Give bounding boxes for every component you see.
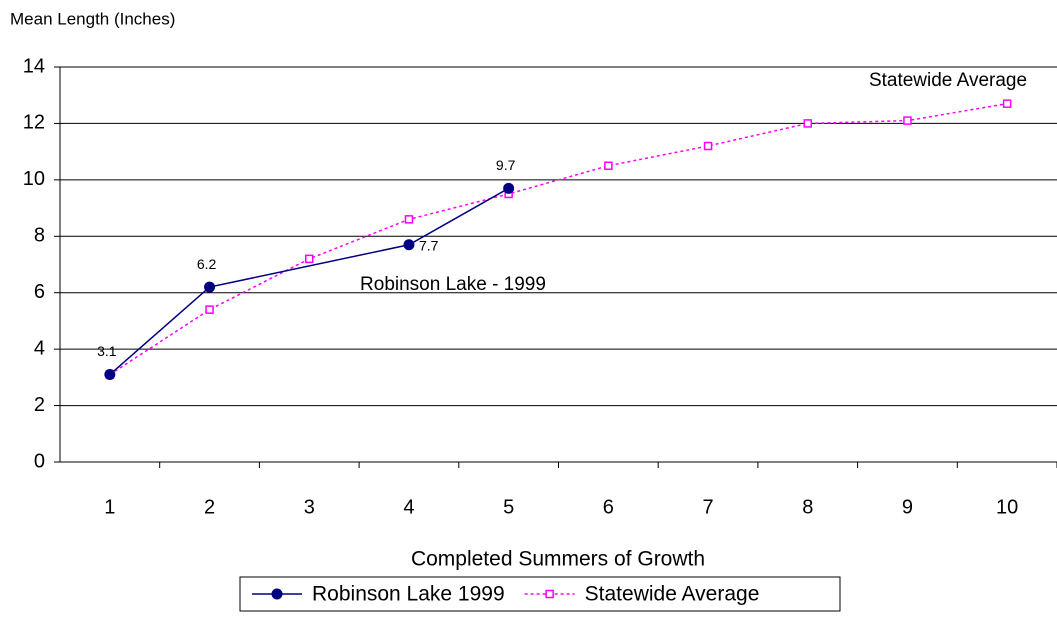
point [305, 254, 314, 264]
point [204, 281, 216, 293]
x-tick-label: 9 [902, 496, 913, 518]
legend-box [239, 576, 841, 612]
data-label: 6.2 [197, 256, 217, 272]
point [205, 305, 214, 314]
point [1002, 99, 1012, 108]
x-tick-label: 8 [802, 496, 813, 518]
x-tick-label: 1 [104, 496, 115, 518]
point [104, 369, 116, 381]
legend-marker [545, 589, 554, 599]
x-tick-label: 4 [403, 496, 414, 518]
x-tick-label: 6 [603, 496, 614, 518]
y-tick-label: 4 [34, 337, 45, 359]
y-tick-label: 6 [34, 281, 45, 303]
x-tick-label: 10 [996, 496, 1018, 518]
y-axis-title: Mean Length (Inches) [10, 9, 175, 28]
data-label: 9.7 [496, 157, 516, 173]
x-tick-label: 5 [503, 496, 514, 518]
legend-marker [271, 588, 283, 600]
data-label: 7.7 [419, 237, 439, 253]
point [604, 161, 613, 170]
point [503, 182, 515, 194]
data-label: 3.1 [97, 343, 117, 359]
y-tick-label: 10 [23, 168, 45, 190]
line-series [109, 187, 510, 376]
point [703, 141, 713, 151]
x-tick-label: 3 [304, 496, 315, 518]
legend-label: Statewide Average [585, 583, 760, 606]
y-tick-label: 12 [23, 112, 45, 134]
line-series [109, 102, 1008, 376]
x-tick-label: 2 [204, 496, 215, 518]
point [803, 119, 812, 128]
point [903, 116, 912, 125]
y-tick-label: 2 [34, 394, 45, 416]
annotation: Robinson Lake - 1999 [360, 274, 546, 295]
legend-label: Robinson Lake 1999 [312, 583, 505, 606]
x-tick-label: 7 [702, 496, 713, 518]
x-axis-title: Completed Summers of Growth [411, 548, 705, 571]
y-tick-label: 14 [23, 55, 45, 77]
point [404, 215, 414, 224]
annotation: Statewide Average [869, 70, 1027, 91]
y-tick-label: 0 [34, 450, 45, 472]
y-tick-label: 8 [34, 225, 45, 247]
point [403, 239, 415, 251]
